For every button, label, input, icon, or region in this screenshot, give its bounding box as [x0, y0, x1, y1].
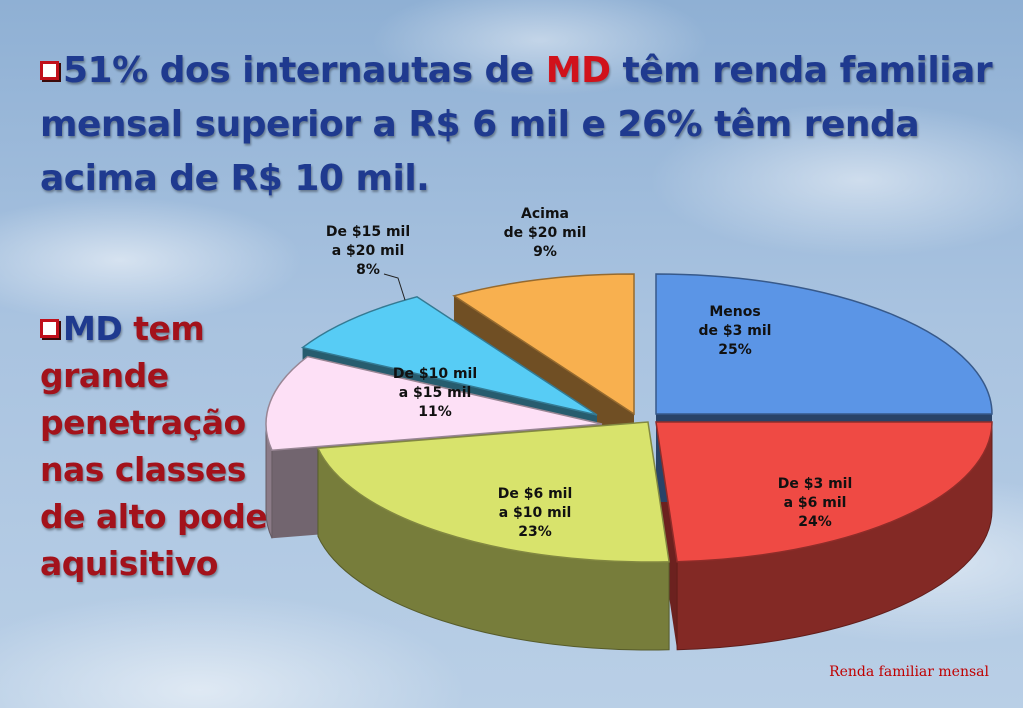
slice-label-1-line-0: De $3 mil	[778, 476, 853, 492]
slice-label-3-line-0: De $10 mil	[393, 366, 477, 382]
slide-title: 51% dos internautas de MD têm renda fami…	[40, 44, 1000, 206]
slice-label-ext-5-line-0: Acima	[521, 206, 569, 222]
slice-label-0-line-2: 25%	[718, 342, 752, 358]
checkbox-bullet-icon	[40, 319, 59, 338]
slice-label-2-line-0: De $6 mil	[498, 486, 573, 502]
pie-slice-1	[655, 421, 993, 563]
slice-label-ext-4-line-2: 8%	[356, 262, 380, 278]
slice-label-1-line-1: a $6 mil	[784, 495, 847, 511]
slice-label-1-line-2: 24%	[798, 514, 832, 530]
slice-label-ext-5-line-1: de $20 mil	[504, 225, 587, 241]
side-note-brand: MD	[63, 309, 123, 348]
slice-label-ext-4-line-1: a $20 mil	[332, 243, 405, 259]
pie-slice-2	[316, 421, 670, 563]
slice-label-3-line-2: 11%	[418, 404, 452, 420]
slice-label-ext-5-line-2: 9%	[533, 244, 557, 260]
slice-label-0-line-1: de $3 mil	[699, 323, 772, 339]
pie-slice-5	[452, 273, 635, 416]
pie-labels: Menos de $3 mil 25% De $3 mil a $6 mil 24% De …	[326, 206, 852, 540]
leader-line-4	[383, 273, 406, 301]
pie-top-faces	[265, 273, 993, 563]
pie-slice-4	[300, 295, 598, 416]
pie-slice-0	[655, 273, 993, 415]
slice-label-ext-4-line-0: De $15 mil	[326, 224, 410, 240]
slice-label-2-line-2: 23%	[518, 524, 552, 540]
title-text-pre: 51% dos internautas de	[63, 50, 546, 91]
title-brand: MD	[545, 50, 611, 91]
chart-caption: Renda familiar mensal	[829, 664, 989, 680]
slice-label-0-line-0: Menos	[709, 304, 760, 320]
title-text-post: têm renda familiar mensal superior a R$ …	[40, 50, 993, 199]
checkbox-bullet-icon	[40, 61, 59, 80]
slice-label-3-line-1: a $15 mil	[399, 385, 472, 401]
side-note-text: tem grande penetração nas classes de alt…	[40, 309, 284, 583]
pie-slice-3	[265, 355, 603, 452]
side-note: MD tem grande penetração nas classes de …	[40, 305, 290, 587]
slice-label-2-line-1: a $10 mil	[499, 505, 572, 521]
